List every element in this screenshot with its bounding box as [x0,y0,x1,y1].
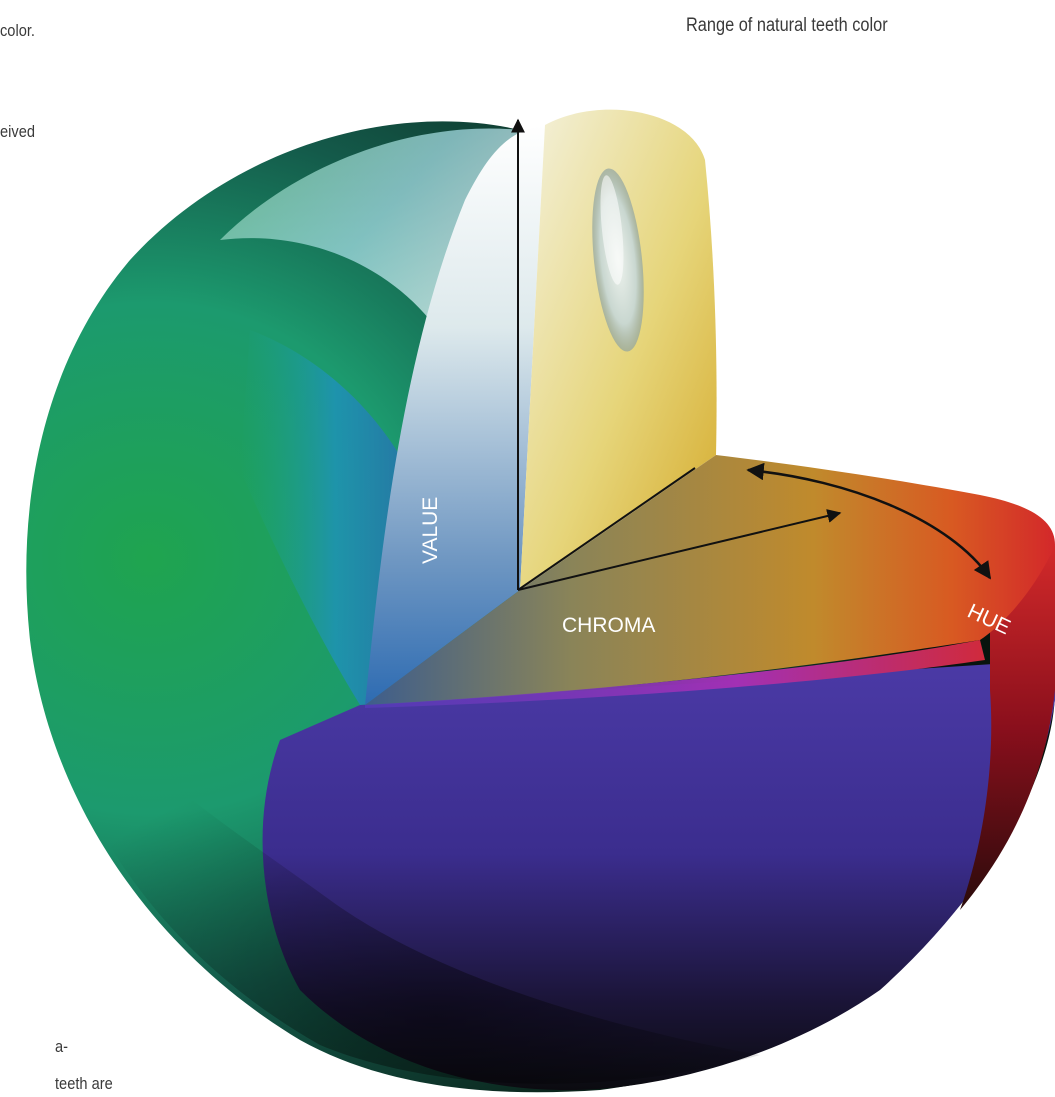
value-axis-label: VALUE [419,497,442,564]
hue-reference-line [517,467,696,591]
page-text-line-hyphen: a- [55,1037,69,1056]
sphere-shading [40,640,760,1084]
page-text-line-teeth: teeth are [55,1074,113,1093]
floor-front-rim [365,640,985,708]
value-plane [365,125,545,705]
figure-caption: Range of natural teeth color [686,15,888,36]
chroma-axis-label: CHROMA [562,614,655,637]
hue-arc-arrow [746,462,992,580]
natural-teeth-zone-highlight [600,175,624,285]
page-text-line-color: color. [0,21,35,40]
sphere-light-band [220,128,520,460]
sphere-red-side [960,545,1055,910]
sphere-yellow-cap [520,109,717,590]
page-text-line-perceived: eived [0,122,35,141]
